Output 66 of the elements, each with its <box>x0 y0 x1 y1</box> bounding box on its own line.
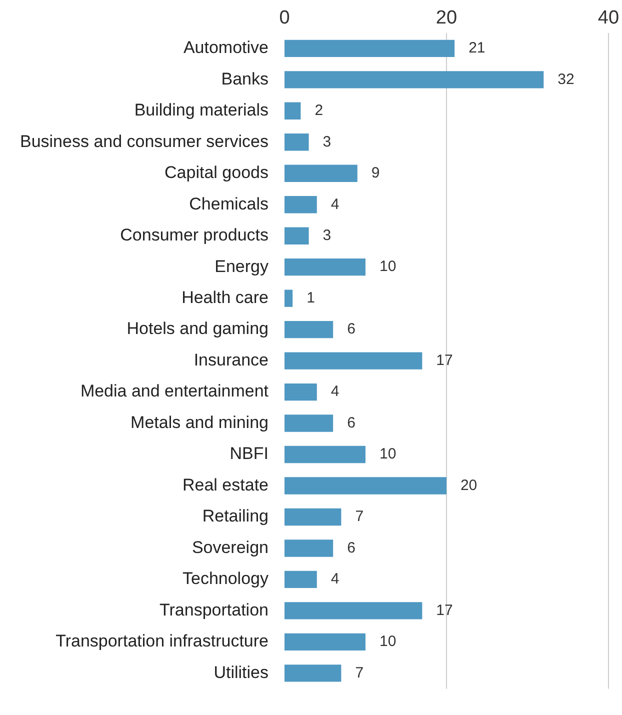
data-label: 20 <box>460 476 478 494</box>
bar <box>284 71 544 88</box>
y-tick-label: Insurance <box>194 350 268 370</box>
data-label: 7 <box>355 664 364 682</box>
data-label: 17 <box>436 352 453 369</box>
y-tick-label: Sovereign <box>192 538 268 557</box>
bar <box>284 164 358 182</box>
bar <box>284 352 422 370</box>
y-tick-label: Real estate <box>182 475 268 494</box>
bar <box>284 602 422 620</box>
data-label: 4 <box>330 570 340 588</box>
y-tick-label: Building materials <box>134 100 268 120</box>
data-label: 4 <box>330 196 340 213</box>
bar <box>284 414 334 432</box>
x-tick-label: 0 <box>279 8 290 29</box>
data-label: 6 <box>347 320 356 338</box>
bar <box>284 102 301 120</box>
y-tick-label: Utilities <box>214 662 268 682</box>
bar <box>284 633 366 651</box>
data-label: 3 <box>322 133 332 150</box>
y-tick-label: Media and entertainment <box>80 382 269 401</box>
bar <box>284 540 334 557</box>
data-label: 7 <box>355 508 364 526</box>
bar <box>284 290 293 307</box>
y-tick-label: Chemicals <box>189 194 268 214</box>
y-tick-label: Retailing <box>202 506 268 526</box>
bar <box>284 258 366 276</box>
y-tick-label: Capital goods <box>164 163 268 182</box>
y-tick-label: Transportation <box>160 600 268 620</box>
y-tick-label: Metals and mining <box>130 412 268 432</box>
y-tick-label: Transportation infrastructure <box>56 632 268 651</box>
y-tick-label: Banks <box>221 69 268 88</box>
y-tick-label: Business and consumer services <box>20 132 268 151</box>
bar <box>284 477 446 494</box>
y-tick-label: Consumer products <box>120 226 268 245</box>
data-label: 32 <box>558 70 574 88</box>
bar <box>284 508 342 526</box>
data-label: 6 <box>347 414 356 432</box>
data-label: 21 <box>468 40 486 57</box>
x-tick-label: 40 <box>598 8 620 29</box>
bar <box>284 134 309 151</box>
data-label: 10 <box>379 446 396 463</box>
data-label: 17 <box>436 602 453 619</box>
bar <box>284 227 309 244</box>
data-label: 2 <box>314 102 324 120</box>
bar <box>284 570 317 588</box>
data-label: 6 <box>347 539 356 556</box>
bar <box>284 664 342 682</box>
bar <box>284 320 334 338</box>
x-tick-label: 20 <box>436 8 458 29</box>
bar <box>284 446 366 464</box>
bar <box>284 196 317 214</box>
bar <box>284 40 455 58</box>
y-tick-label: NBFI <box>230 444 268 464</box>
y-tick-label: Automotive <box>183 38 268 58</box>
bar <box>284 383 317 401</box>
data-label: 3 <box>322 226 332 244</box>
data-label: 10 <box>379 633 396 650</box>
y-tick-label: Health care <box>182 288 268 308</box>
y-tick-label: Energy <box>214 256 269 276</box>
y-tick-label: Technology <box>182 569 269 588</box>
data-label: 10 <box>379 258 396 276</box>
data-label: 9 <box>371 164 380 182</box>
y-tick-label: Hotels and gaming <box>126 319 268 338</box>
data-label: 1 <box>306 289 315 306</box>
data-label: 4 <box>330 383 340 400</box>
